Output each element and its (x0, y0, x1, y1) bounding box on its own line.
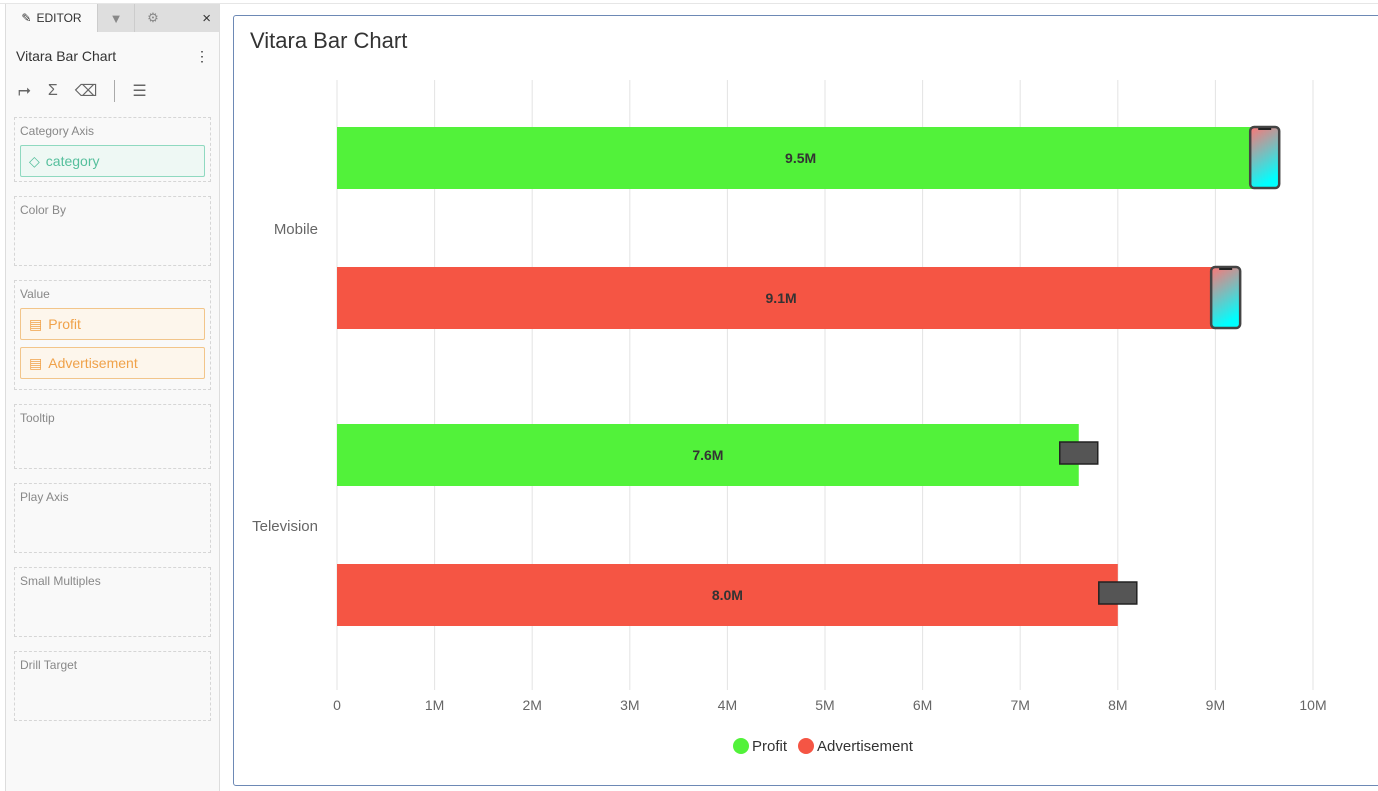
eraser-icon[interactable]: ⌫ (74, 83, 98, 100)
more-menu-icon[interactable]: ⋮ (195, 48, 209, 64)
x-tick-label: 6M (913, 697, 932, 713)
chart-container (233, 15, 1378, 786)
x-tick-label: 5M (815, 697, 834, 713)
tv-icon (1059, 441, 1099, 465)
field-pill-label: Profit (48, 316, 81, 332)
tab-editor-label: EDITOR (36, 11, 82, 25)
legend-item-label: Profit (752, 738, 788, 755)
field-well-label: Tooltip (20, 411, 55, 425)
x-tick-label: 7M (1010, 697, 1029, 713)
close-button[interactable]: × (202, 9, 211, 27)
fields-icon[interactable]: ⮣ (18, 82, 31, 99)
bar (337, 424, 1079, 486)
sliders-icon[interactable]: ☰ (132, 83, 147, 100)
field-well[interactable]: Value ▤ Profit ▤ Advertisement (14, 280, 211, 390)
field-pill[interactable]: ▤ Profit (20, 308, 205, 340)
filter-icon: ▼ (109, 10, 123, 26)
tab-settings[interactable]: ⚙ (134, 4, 171, 32)
field-wells: Category Axis ◇ category Color By Value ▤ Prof… (6, 117, 219, 721)
x-tick-label: 0 (333, 697, 341, 713)
legend-item-label: Advertisement (817, 738, 914, 755)
field-well[interactable]: Tooltip (14, 404, 211, 469)
bar-data-label: 9.1M (766, 290, 797, 306)
bar (337, 564, 1118, 626)
chart-title: Vitara Bar Chart (250, 28, 408, 53)
toolbar: ⮣ Σ ⌫ ☰ (6, 79, 219, 103)
field-well-label: Play Axis (20, 490, 69, 504)
legend-swatch (798, 738, 814, 754)
x-tick-label: 3M (620, 697, 639, 713)
field-well-label: Color By (20, 203, 67, 217)
legend-swatch (733, 738, 749, 754)
x-tick-label: 2M (522, 697, 541, 713)
editor-panel: ✎ EDITOR ▼ ⚙ × Vitara Bar Chart ⋮ ⮣ Σ ⌫ ☰ … (5, 4, 220, 791)
field-well[interactable]: Category Axis ◇ category (14, 117, 211, 182)
x-tick-label: 1M (425, 697, 444, 713)
tab-filter[interactable]: ▼ (97, 4, 134, 32)
y-category-label: Television (252, 518, 318, 535)
x-tick-label: 9M (1206, 697, 1225, 713)
tab-editor[interactable]: ✎ EDITOR (6, 4, 97, 32)
sigma-icon[interactable]: Σ (47, 82, 58, 99)
field-well-label: Value (20, 287, 50, 301)
bar-data-label: 9.5M (785, 150, 816, 166)
bar (337, 127, 1265, 189)
field-well[interactable]: Play Axis (14, 483, 211, 553)
field-well[interactable]: Drill Target (14, 651, 211, 721)
bar-data-label: 8.0M (712, 587, 743, 603)
field-well[interactable]: Small Multiples (14, 567, 211, 637)
top-border (0, 3, 1378, 4)
phone-notch (1219, 268, 1233, 270)
field-pill[interactable]: ◇ category (20, 145, 205, 177)
panel-tabs: ✎ EDITOR ▼ ⚙ × (6, 4, 219, 32)
divider (114, 80, 116, 102)
visual-title: Vitara Bar Chart (16, 48, 117, 64)
phone-icon (1209, 265, 1242, 330)
phone-notch (1258, 128, 1272, 130)
field-well-label: Drill Target (20, 658, 78, 672)
field-well-label: Small Multiples (20, 574, 101, 588)
field-pill-label: Advertisement (48, 355, 138, 371)
field-well[interactable]: Color By (14, 196, 211, 266)
pencil-icon: ✎ (21, 11, 32, 25)
bar (337, 267, 1226, 329)
field-well-label: Category Axis (20, 124, 95, 138)
field-pill[interactable]: ▤ Advertisement (20, 347, 205, 379)
gear-icon: ⚙ (147, 10, 159, 25)
bar-data-label: 7.6M (692, 447, 723, 463)
y-category-label: Mobile (274, 221, 318, 238)
field-pill-label: category (45, 153, 100, 169)
x-tick-label: 8M (1108, 697, 1127, 713)
tv-icon (1098, 581, 1138, 605)
diamond-icon: ◇ (29, 152, 40, 169)
measure-icon: ▤ (29, 315, 43, 332)
x-tick-label: 10M (1299, 697, 1326, 713)
x-tick-label: 4M (718, 697, 737, 713)
phone-icon (1248, 125, 1281, 190)
measure-icon: ▤ (29, 354, 43, 371)
